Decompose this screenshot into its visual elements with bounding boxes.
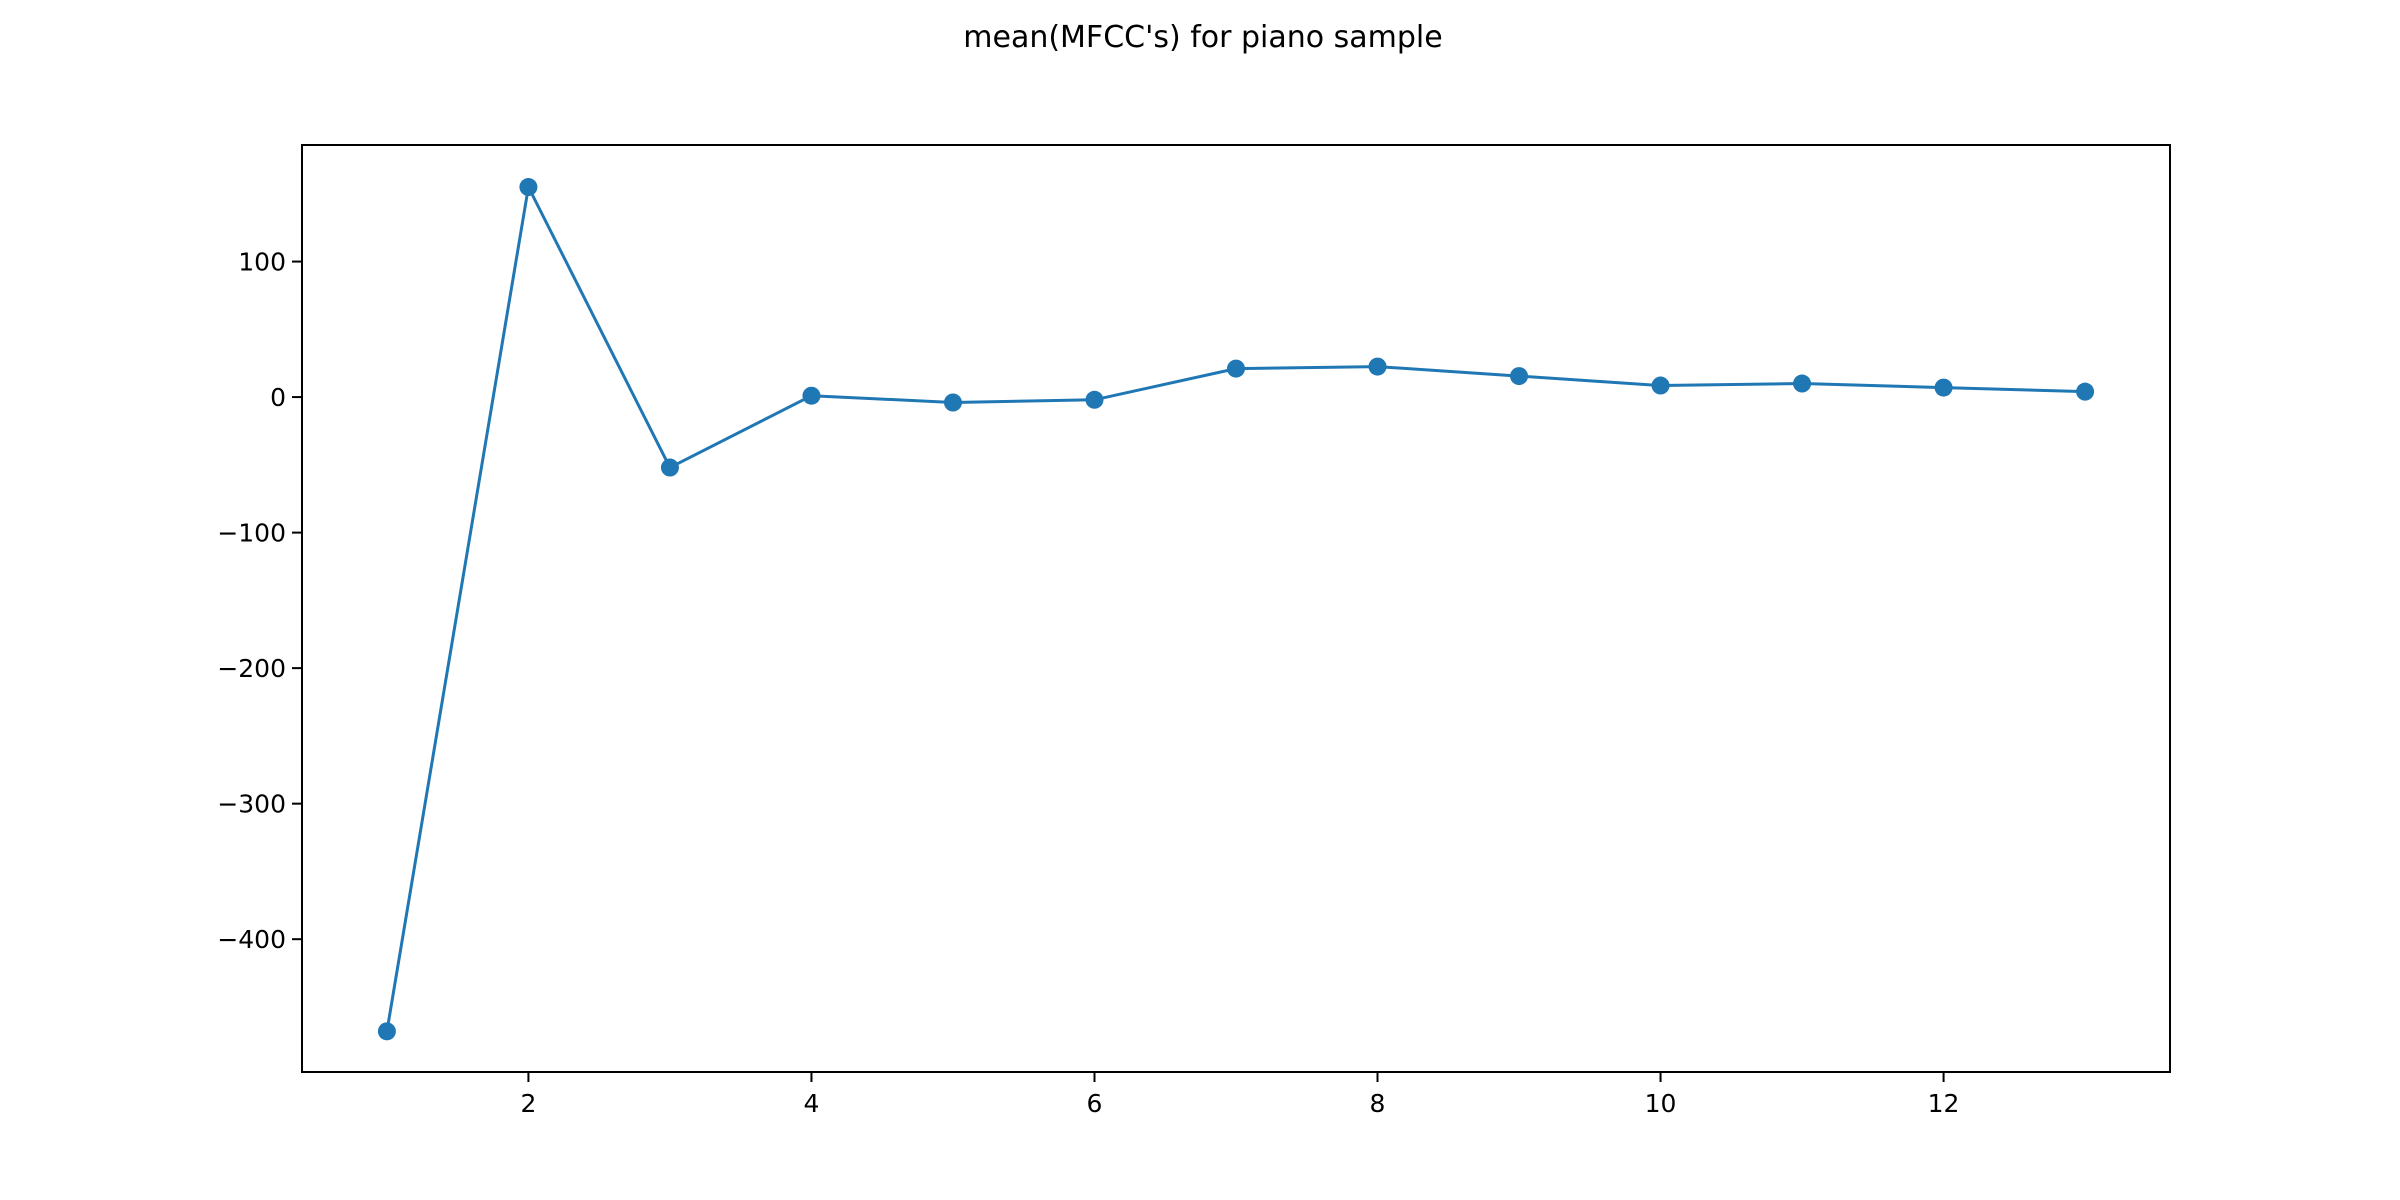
data-point bbox=[1793, 374, 1812, 393]
plot-area-frame bbox=[301, 144, 2171, 1073]
data-point bbox=[660, 458, 679, 477]
x-tick-label: 2 bbox=[520, 1089, 536, 1118]
series-group bbox=[377, 178, 2095, 1041]
data-point bbox=[1085, 390, 1104, 409]
y-tick-label: 0 bbox=[270, 383, 286, 412]
data-point bbox=[2076, 382, 2095, 401]
data-point bbox=[1227, 359, 1245, 378]
y-tick-label: −400 bbox=[217, 925, 286, 954]
data-point bbox=[519, 178, 538, 197]
y-tick-label: −300 bbox=[217, 790, 286, 819]
data-point bbox=[1934, 378, 1953, 397]
data-point bbox=[377, 1022, 396, 1041]
data-point bbox=[802, 386, 821, 405]
x-tick-label: 4 bbox=[804, 1089, 820, 1118]
data-point bbox=[1510, 367, 1529, 386]
x-tick-label: 8 bbox=[1370, 1089, 1386, 1118]
y-tick-label: −100 bbox=[217, 519, 286, 548]
x-tick-label: 10 bbox=[1645, 1089, 1677, 1118]
y-tick-label: −200 bbox=[217, 654, 286, 683]
y-tick-label: 100 bbox=[238, 248, 286, 277]
data-point bbox=[1368, 357, 1387, 376]
data-point bbox=[1651, 376, 1670, 395]
series-line bbox=[385, 185, 2087, 1033]
chart-title: mean(MFCC's) for piano sample bbox=[963, 20, 1442, 55]
x-tick-label: 12 bbox=[1928, 1089, 1960, 1118]
data-point bbox=[943, 393, 962, 412]
y-axis: −400 −300 −200 −100 0 100 bbox=[217, 248, 302, 954]
x-axis: 2 4 6 8 10 12 bbox=[520, 1072, 1959, 1118]
x-tick-label: 6 bbox=[1087, 1089, 1103, 1118]
